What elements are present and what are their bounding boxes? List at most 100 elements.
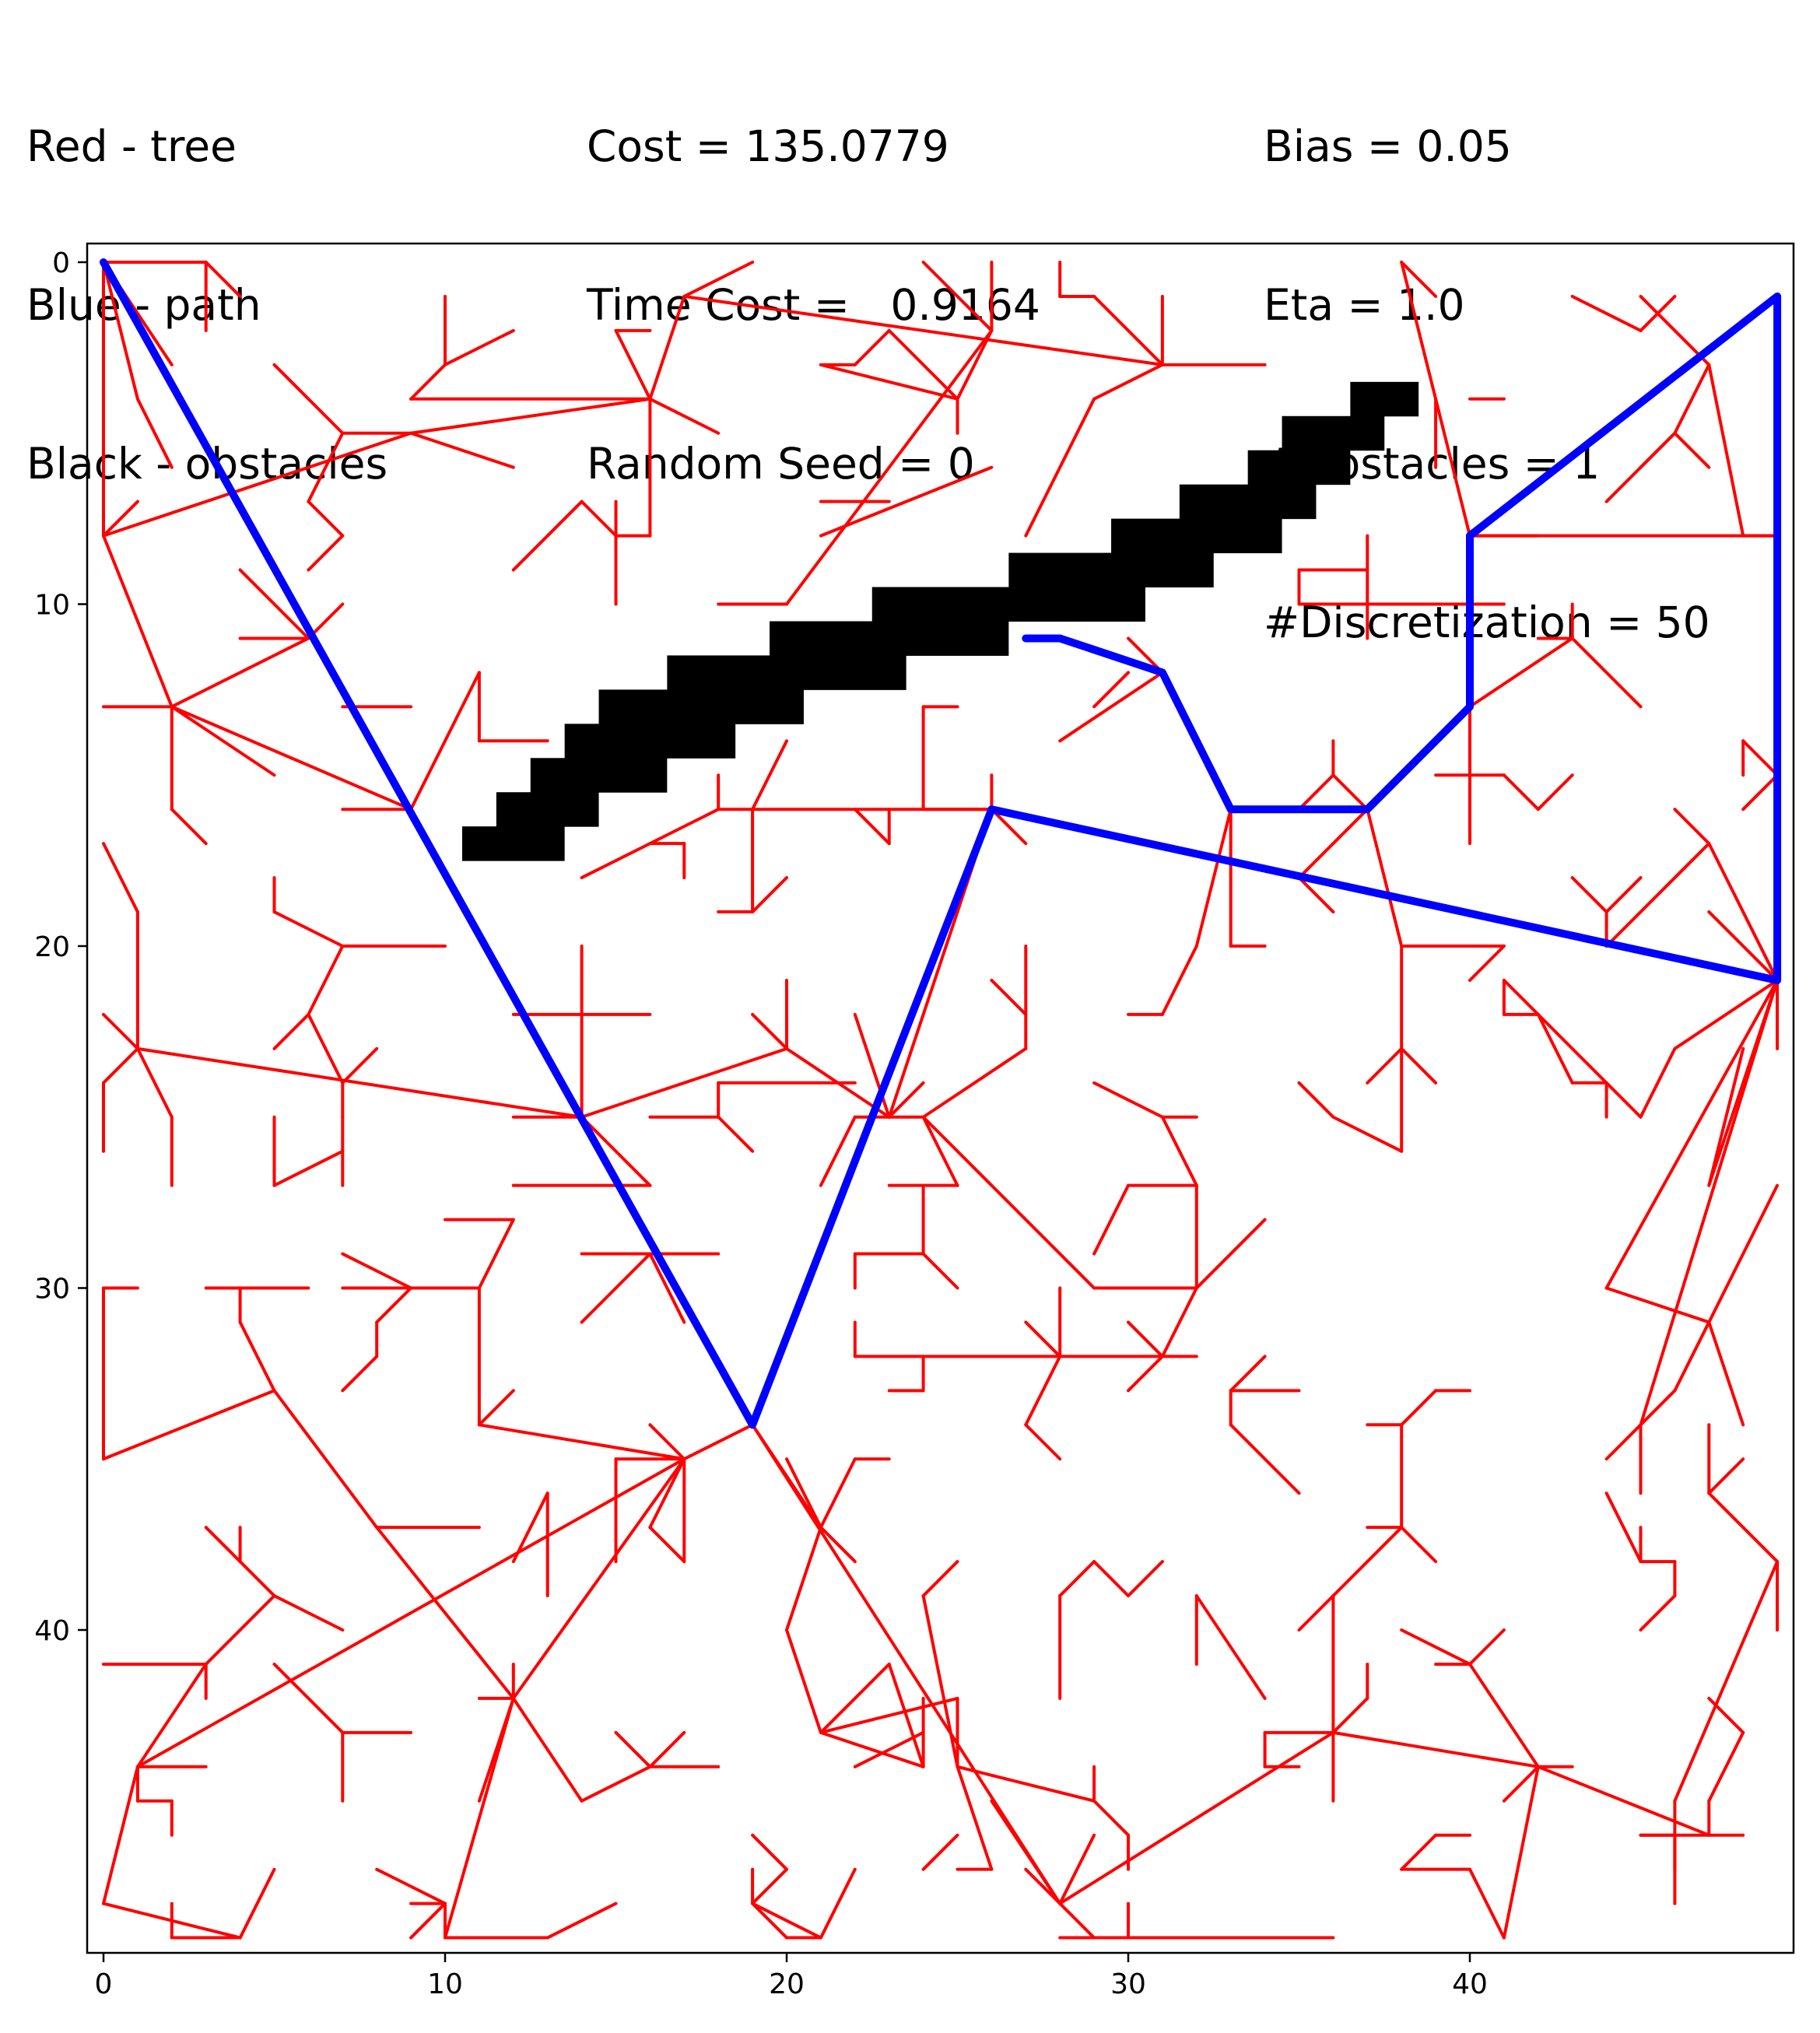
tree-edge xyxy=(921,1560,959,1598)
tree-edge xyxy=(819,465,994,538)
tree-edge xyxy=(1194,1594,1267,1700)
obstacle-cell xyxy=(1247,450,1351,485)
tree-edge xyxy=(272,363,345,435)
tree-edge xyxy=(853,1730,925,1768)
tree-edge xyxy=(580,1046,788,1119)
tree-edge xyxy=(1297,773,1335,811)
tree-edge xyxy=(1468,636,1574,709)
x-tick-label: 30 xyxy=(1110,1968,1146,2000)
x-tick-label: 20 xyxy=(769,1968,805,2000)
tree-edge xyxy=(444,328,515,366)
obstacle-cell xyxy=(1111,518,1282,554)
tree-edge xyxy=(819,1457,857,1530)
tree-edge xyxy=(1639,1594,1677,1632)
tree-edge xyxy=(1741,773,1780,811)
tree-edge xyxy=(1673,1320,1711,1393)
tree-edge xyxy=(135,397,174,469)
tree-edge xyxy=(1707,842,1745,914)
tree-edge xyxy=(580,499,618,538)
tree-edge xyxy=(921,1115,959,1187)
tree-edge xyxy=(921,1594,959,1768)
tree-edge xyxy=(1024,1867,1062,1905)
tree-edge xyxy=(1639,294,1677,332)
tree-edge xyxy=(1468,1867,1506,1940)
tree-edge xyxy=(1297,1081,1335,1119)
tree-edge xyxy=(1468,945,1506,982)
x-tick-label: 0 xyxy=(95,1968,113,2000)
tree-edge xyxy=(990,1799,1062,1905)
tree-edge xyxy=(956,1765,994,1871)
obstacle-cell xyxy=(1350,381,1419,417)
tree-edge xyxy=(1707,1046,1745,1187)
tree-edge xyxy=(1229,1218,1267,1256)
obstacle-cell xyxy=(1008,552,1214,588)
tree-edge xyxy=(648,1252,686,1324)
tree-edge xyxy=(1160,1286,1198,1358)
tree-edge xyxy=(102,1012,139,1050)
tree-edge xyxy=(1400,1389,1438,1427)
tree-edge xyxy=(785,328,994,606)
tree-edge xyxy=(272,910,345,948)
tree-edge xyxy=(648,397,721,435)
tree-edge xyxy=(170,705,413,811)
y-tick-label: 20 xyxy=(34,931,70,963)
tree-edge xyxy=(135,1046,174,1119)
tree-edge xyxy=(580,1252,652,1324)
tree-edge xyxy=(1366,808,1404,948)
obstacle-cell xyxy=(871,587,1145,622)
tree-edge xyxy=(682,261,755,298)
tree-edge xyxy=(1058,1833,1096,1905)
tree-edge xyxy=(819,363,959,401)
tree-edge xyxy=(170,705,276,777)
tree-edge xyxy=(1707,1183,1780,1324)
tree-edge xyxy=(272,1149,345,1187)
tree-edge xyxy=(477,1423,686,1461)
tree-edge xyxy=(1194,808,1233,948)
tree-edge xyxy=(819,1115,857,1187)
tree-edge xyxy=(409,431,515,469)
tree-edge xyxy=(819,1526,857,1564)
tree-edge xyxy=(135,1662,208,1768)
tree-edge xyxy=(990,808,1028,846)
tree-edge xyxy=(1058,1902,1096,1940)
tree-edge xyxy=(1502,1765,1540,1803)
tree-edge xyxy=(477,1389,515,1427)
tree-edge xyxy=(1127,1560,1164,1598)
tree-edge xyxy=(511,499,584,572)
tree-edge xyxy=(1400,261,1438,298)
tree-edge xyxy=(1400,1526,1438,1564)
tree-edge xyxy=(1092,1081,1164,1119)
tree-edge xyxy=(409,1902,447,1940)
legend-path: Blue - path xyxy=(26,280,261,330)
tree-edge xyxy=(545,1902,618,1940)
tree-edge xyxy=(853,1012,891,1119)
tree-edge xyxy=(648,294,686,401)
tree-edge xyxy=(648,1457,686,1530)
x-tick-label: 40 xyxy=(1452,1968,1488,2000)
tree-edge xyxy=(135,1046,584,1119)
tree-edge xyxy=(682,1423,755,1461)
tree-edge xyxy=(1229,1423,1301,1495)
tree-edge xyxy=(1092,363,1164,401)
tree-edge xyxy=(921,261,994,332)
tree-edge xyxy=(102,431,413,538)
tree-edge xyxy=(1024,1320,1062,1358)
tree-edge xyxy=(307,499,345,538)
tree-edge xyxy=(580,1765,652,1803)
tree-edge xyxy=(409,397,652,435)
tree-edge xyxy=(1331,1526,1404,1598)
tree-edge xyxy=(1297,876,1335,914)
tree-edge xyxy=(819,1696,959,1734)
tree-edge xyxy=(1366,1046,1404,1085)
tree-edge xyxy=(648,1730,686,1768)
tree-edge xyxy=(956,1765,1096,1803)
tree-layer xyxy=(102,261,1780,1940)
tree-edge xyxy=(1673,808,1711,846)
tree-edge xyxy=(1639,431,1677,469)
tree-edge xyxy=(272,1594,345,1632)
tree-edge xyxy=(751,1867,788,1905)
tree-edge xyxy=(1331,773,1369,811)
tree-edge xyxy=(751,1902,822,1940)
tree-edge xyxy=(375,1867,447,1905)
tree-edge xyxy=(614,328,652,401)
